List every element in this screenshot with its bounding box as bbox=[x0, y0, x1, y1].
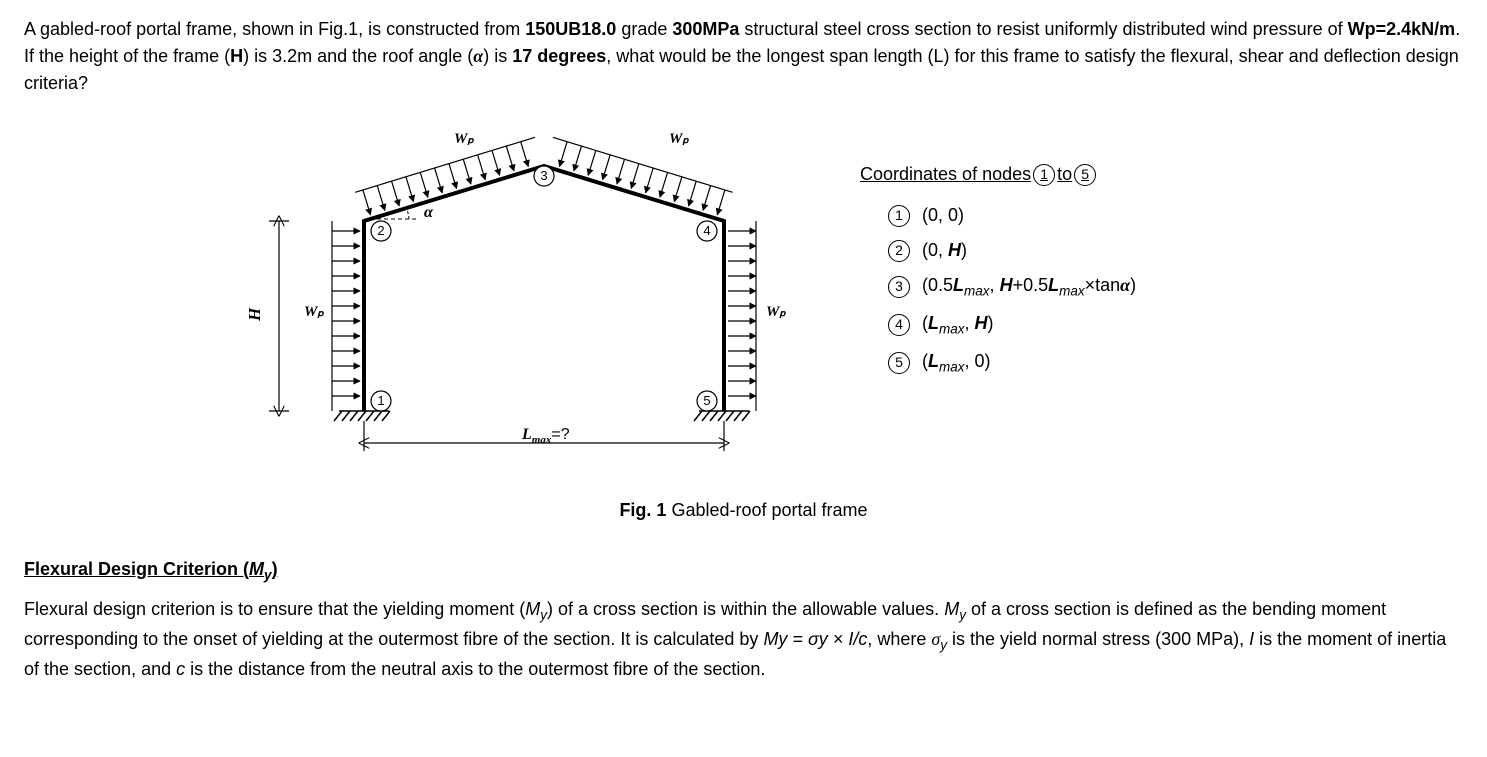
coord-val: (0, H) bbox=[922, 237, 967, 264]
node-coordinates: Coordinates of nodes 1 to 5 1 (0, 0) 2 (… bbox=[860, 161, 1136, 386]
load-right-column bbox=[728, 221, 756, 411]
portal-frame-figure: 1 2 3 4 5 α Wₚ Wₚ Wₚ Wₚ H Lmax=? bbox=[224, 121, 804, 481]
coord-val: (0.5Lmax, H+0.5Lmax×tanα) bbox=[922, 272, 1136, 302]
coord-row-1: 1 (0, 0) bbox=[860, 202, 1136, 229]
grade-label: 300MPa bbox=[672, 19, 739, 39]
svg-text:4: 4 bbox=[703, 223, 710, 238]
support-left bbox=[334, 411, 390, 421]
frame-outline bbox=[364, 166, 724, 411]
angle-val: 17 degrees bbox=[512, 46, 606, 66]
fig-num: Fig. 1 bbox=[619, 500, 666, 520]
coord-row-5: 5 (Lmax, 0) bbox=[860, 348, 1136, 378]
text: A gabled-roof portal frame, shown in Fig… bbox=[24, 19, 525, 39]
node-ref-5: 5 bbox=[1074, 164, 1096, 186]
fig-title: Gabled-roof portal frame bbox=[666, 500, 867, 520]
svg-text:3: 3 bbox=[540, 168, 547, 183]
svg-text:2: 2 bbox=[377, 223, 384, 238]
alpha-var: α bbox=[473, 46, 483, 66]
node-num: 3 bbox=[888, 276, 910, 298]
load-left-column bbox=[332, 221, 360, 411]
h-var: H bbox=[230, 46, 243, 66]
problem-statement: A gabled-roof portal frame, shown in Fig… bbox=[24, 16, 1463, 97]
dim-h-label: H bbox=[245, 307, 264, 322]
wp-label-roof-right: Wₚ bbox=[669, 131, 689, 147]
section-label: 150UB18.0 bbox=[525, 19, 616, 39]
node-ref-1: 1 bbox=[1033, 164, 1055, 186]
section-body-flexural: Flexural design criterion is to ensure t… bbox=[24, 596, 1463, 683]
alpha-label: α bbox=[424, 204, 434, 221]
text: ) is bbox=[483, 46, 512, 66]
wp-label: Wp=2.4kN/m bbox=[1348, 19, 1456, 39]
svg-text:1: 1 bbox=[377, 393, 384, 408]
svg-text:5: 5 bbox=[703, 393, 710, 408]
section-heading-flexural: Flexural Design Criterion (My) bbox=[24, 556, 1463, 586]
load-roof-left bbox=[355, 137, 542, 217]
coord-header: Coordinates of nodes 1 to 5 bbox=[860, 161, 1136, 188]
coord-val: (Lmax, H) bbox=[922, 310, 994, 340]
node-num: 5 bbox=[888, 352, 910, 374]
text: to bbox=[1057, 161, 1072, 188]
text: structural steel cross section to resist… bbox=[739, 19, 1347, 39]
node-num: 4 bbox=[888, 314, 910, 336]
text: grade bbox=[616, 19, 672, 39]
wp-label-col-right: Wₚ bbox=[766, 304, 786, 320]
wp-label-roof-left: Wₚ bbox=[454, 131, 474, 147]
figure-row: 1 2 3 4 5 α Wₚ Wₚ Wₚ Wₚ H Lmax=? bbox=[224, 121, 1463, 481]
figure-caption: Fig. 1 Gabled-roof portal frame bbox=[24, 497, 1463, 524]
support-right bbox=[694, 411, 750, 421]
coord-row-3: 3 (0.5Lmax, H+0.5Lmax×tanα) bbox=[860, 272, 1136, 302]
node-num: 1 bbox=[888, 205, 910, 227]
load-roof-right bbox=[545, 137, 732, 217]
coord-val: (0, 0) bbox=[922, 202, 964, 229]
node-num: 2 bbox=[888, 240, 910, 262]
dim-h bbox=[269, 221, 289, 411]
wp-label-col-left: Wₚ bbox=[304, 304, 324, 320]
text: Coordinates of nodes bbox=[860, 161, 1031, 188]
coord-val: (Lmax, 0) bbox=[922, 348, 991, 378]
coord-row-2: 2 (0, H) bbox=[860, 237, 1136, 264]
text: ) is 3.2m and the roof angle ( bbox=[243, 46, 473, 66]
coord-row-4: 4 (Lmax, H) bbox=[860, 310, 1136, 340]
